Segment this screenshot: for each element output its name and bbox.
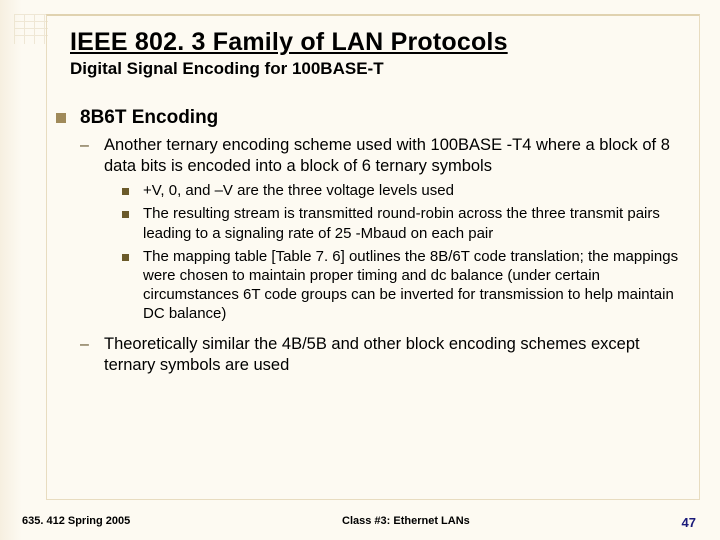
slide-subtitle: Digital Signal Encoding for 100BASE-T [70,59,688,79]
small-square-bullet-icon [122,254,129,261]
dash-bullet-icon: – [80,334,94,376]
slide-content: 8B6T Encoding – Another ternary encoding… [56,107,688,376]
bullet-level3: +V, 0, and –V are the three voltage leve… [122,181,688,200]
footer-left: 635. 412 Spring 2005 [22,515,130,530]
dash-bullet-icon: – [80,135,94,177]
slide-footer: 635. 412 Spring 2005 Class #3: Ethernet … [22,515,696,530]
small-square-bullet-icon [122,188,129,195]
level2-text: Theoretically similar the 4B/5B and othe… [104,334,688,376]
square-bullet-icon [56,113,66,123]
bullet-level2: – Another ternary encoding scheme used w… [80,135,688,177]
small-square-bullet-icon [122,211,129,218]
page-number: 47 [682,515,696,530]
slide: IEEE 802. 3 Family of LAN Protocols Digi… [0,0,720,540]
level3-text: The resulting stream is transmitted roun… [143,204,688,242]
level3-text: The mapping table [Table 7. 6] outlines … [143,247,688,324]
title-block: IEEE 802. 3 Family of LAN Protocols Digi… [70,28,688,79]
footer-center: Class #3: Ethernet LANs [130,515,681,530]
level3-text: +V, 0, and –V are the three voltage leve… [143,181,454,200]
slide-title: IEEE 802. 3 Family of LAN Protocols [70,28,688,57]
bullet-level3: The resulting stream is transmitted roun… [122,204,688,242]
bullet-level2: – Theoretically similar the 4B/5B and ot… [80,334,688,376]
bullet-level1: 8B6T Encoding [56,107,688,129]
bullet-level3: The mapping table [Table 7. 6] outlines … [122,247,688,324]
level1-text: 8B6T Encoding [80,107,218,129]
level2-text: Another ternary encoding scheme used wit… [104,135,688,177]
